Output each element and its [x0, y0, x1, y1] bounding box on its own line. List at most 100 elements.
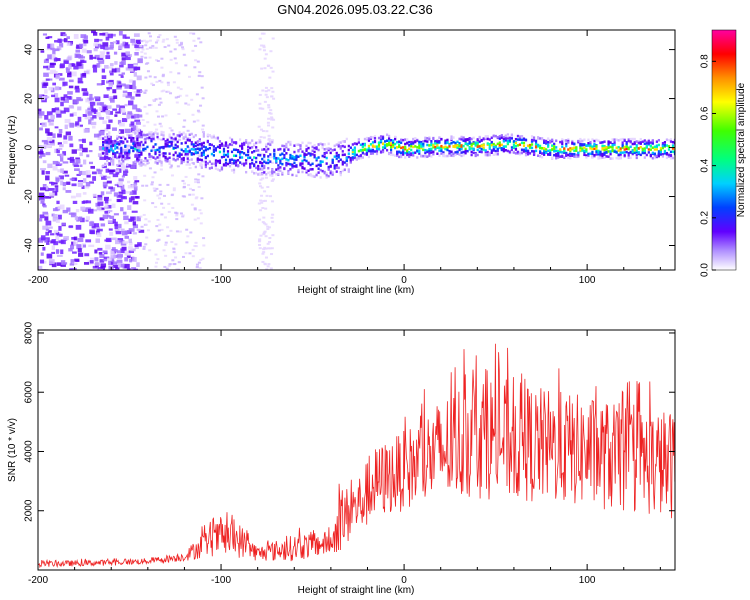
- spectrogram-cell: [553, 153, 556, 157]
- spectrogram-cell: [236, 164, 240, 167]
- spectrogram-cell: [663, 152, 667, 155]
- spectrogram-cell: [136, 228, 141, 231]
- spectrogram-cell: [575, 146, 578, 149]
- spectrogram-cell: [371, 144, 375, 147]
- spectrogram-cell: [97, 194, 103, 199]
- spectrogram-cell: [309, 168, 312, 171]
- spectrogram-cell: [315, 147, 318, 151]
- spectrogram-cell: [623, 148, 626, 151]
- spectrogram-cell: [104, 127, 109, 132]
- spectrogram-cell: [41, 98, 47, 103]
- spectrogram-cell: [132, 161, 137, 166]
- spectrogram-cell: [285, 164, 288, 167]
- spectrogram-cell: [551, 144, 554, 147]
- spectrogram-cell: [343, 140, 346, 143]
- spectrogram-cell: [178, 94, 182, 97]
- spectrogram-cell: [83, 244, 87, 248]
- spectrogram-cell: [57, 169, 62, 173]
- spectrogram-cell: [91, 171, 97, 175]
- spectrogram-cell: [428, 151, 431, 155]
- spectrogram-cell: [349, 146, 352, 149]
- spectrogram-cell: [166, 84, 170, 87]
- spectrogram-cell: [82, 138, 86, 143]
- spectrogram-cell: [508, 136, 511, 140]
- spectrogram-cell: [492, 153, 495, 156]
- spectrogram-cell: [538, 150, 542, 153]
- spectrogram-cell: [122, 155, 125, 159]
- spectrogram-cell: [113, 213, 119, 216]
- spectrogram-cell: [460, 151, 463, 154]
- spectrogram-cell: [305, 171, 308, 174]
- spectrogram-cell: [47, 43, 52, 49]
- spectrogram-cell: [359, 154, 362, 158]
- spectrogram-cell: [373, 137, 377, 140]
- spectrogram-cell: [440, 138, 443, 141]
- spectrogram-cell: [41, 139, 48, 143]
- spectrogram-cell: [157, 238, 161, 241]
- spectrogram-cell: [117, 257, 122, 260]
- spectrogram-cell: [125, 67, 131, 71]
- spectrogram-cell: [182, 182, 186, 185]
- spectrogram-cell: [134, 154, 139, 158]
- spectrogram-cell: [452, 136, 455, 139]
- spectrogram-cell: [406, 149, 409, 153]
- spectrogram-cell: [653, 154, 656, 157]
- spectrogram-cell: [152, 133, 155, 136]
- spectrogram-cell: [597, 153, 600, 156]
- spectrogram-cell: [365, 136, 369, 140]
- spectrogram-cell: [53, 229, 59, 233]
- spectrogram-cell: [476, 148, 479, 152]
- spectrogram-cell: [639, 153, 642, 157]
- spectrogram-cell: [446, 154, 449, 158]
- spectrogram-cell: [61, 39, 66, 42]
- spectrogram-cell: [51, 262, 57, 268]
- spectrogram-cell: [273, 149, 276, 153]
- spectrogram-cell: [173, 35, 177, 38]
- spectrogram-cell: [161, 40, 165, 43]
- spectrogram-cell: [46, 240, 50, 245]
- spectrogram-cell: [549, 140, 552, 143]
- spectrogram-cell: [198, 158, 201, 161]
- spectrogram-cell: [135, 40, 141, 44]
- spectrogram-cell: [420, 140, 423, 144]
- spectrogram-cell: [131, 190, 137, 195]
- spectrogram-cell: [504, 136, 507, 139]
- spectrogram-cell: [309, 154, 312, 157]
- spectrogram-cell: [60, 156, 64, 162]
- spectrogram-cell: [118, 108, 122, 112]
- spectrogram-cell: [496, 147, 499, 151]
- spectrogram-cell: [347, 168, 350, 171]
- spectrogram-cell: [99, 217, 105, 221]
- spectrogram-cell: [621, 141, 624, 144]
- spectrogram-cell: [164, 145, 167, 148]
- spectrogram-cell: [56, 148, 60, 154]
- spectrogram-cell: [78, 54, 84, 59]
- spectrogram-cell: [270, 117, 274, 120]
- spectrogram-cell: [214, 147, 218, 150]
- spectrogram-cell: [498, 143, 501, 147]
- spectrogram-cell: [410, 140, 413, 144]
- spectrogram-cell: [105, 110, 110, 114]
- spectrogram-cell: [270, 139, 274, 142]
- spectrogram-cell: [262, 231, 266, 234]
- spectrogram-cell: [128, 150, 131, 153]
- spectrogram-cell: [522, 144, 526, 147]
- spectrogram-cell: [114, 155, 117, 159]
- spectrogram-cell: [494, 145, 497, 149]
- spectrogram-cell: [151, 147, 155, 150]
- spectrogram-cell: [120, 184, 125, 190]
- spectrogram-cell: [187, 159, 191, 162]
- spectrogram-cell: [124, 263, 130, 269]
- spectrogram-cell: [83, 41, 87, 47]
- spectrogram-cell: [359, 148, 362, 152]
- spectrogram-cell: [122, 41, 126, 47]
- spectrogram-cell: [258, 138, 262, 141]
- spectrogram-cell: [57, 142, 62, 145]
- spectrogram-cell: [114, 153, 117, 156]
- spectrogram-cell: [148, 138, 152, 141]
- spectrogram-cell: [154, 98, 158, 101]
- spectrogram-cell: [185, 163, 189, 166]
- spectrogram-cell: [216, 145, 220, 149]
- spectrogram-cell: [75, 88, 80, 93]
- spectrogram-cell: [114, 224, 118, 229]
